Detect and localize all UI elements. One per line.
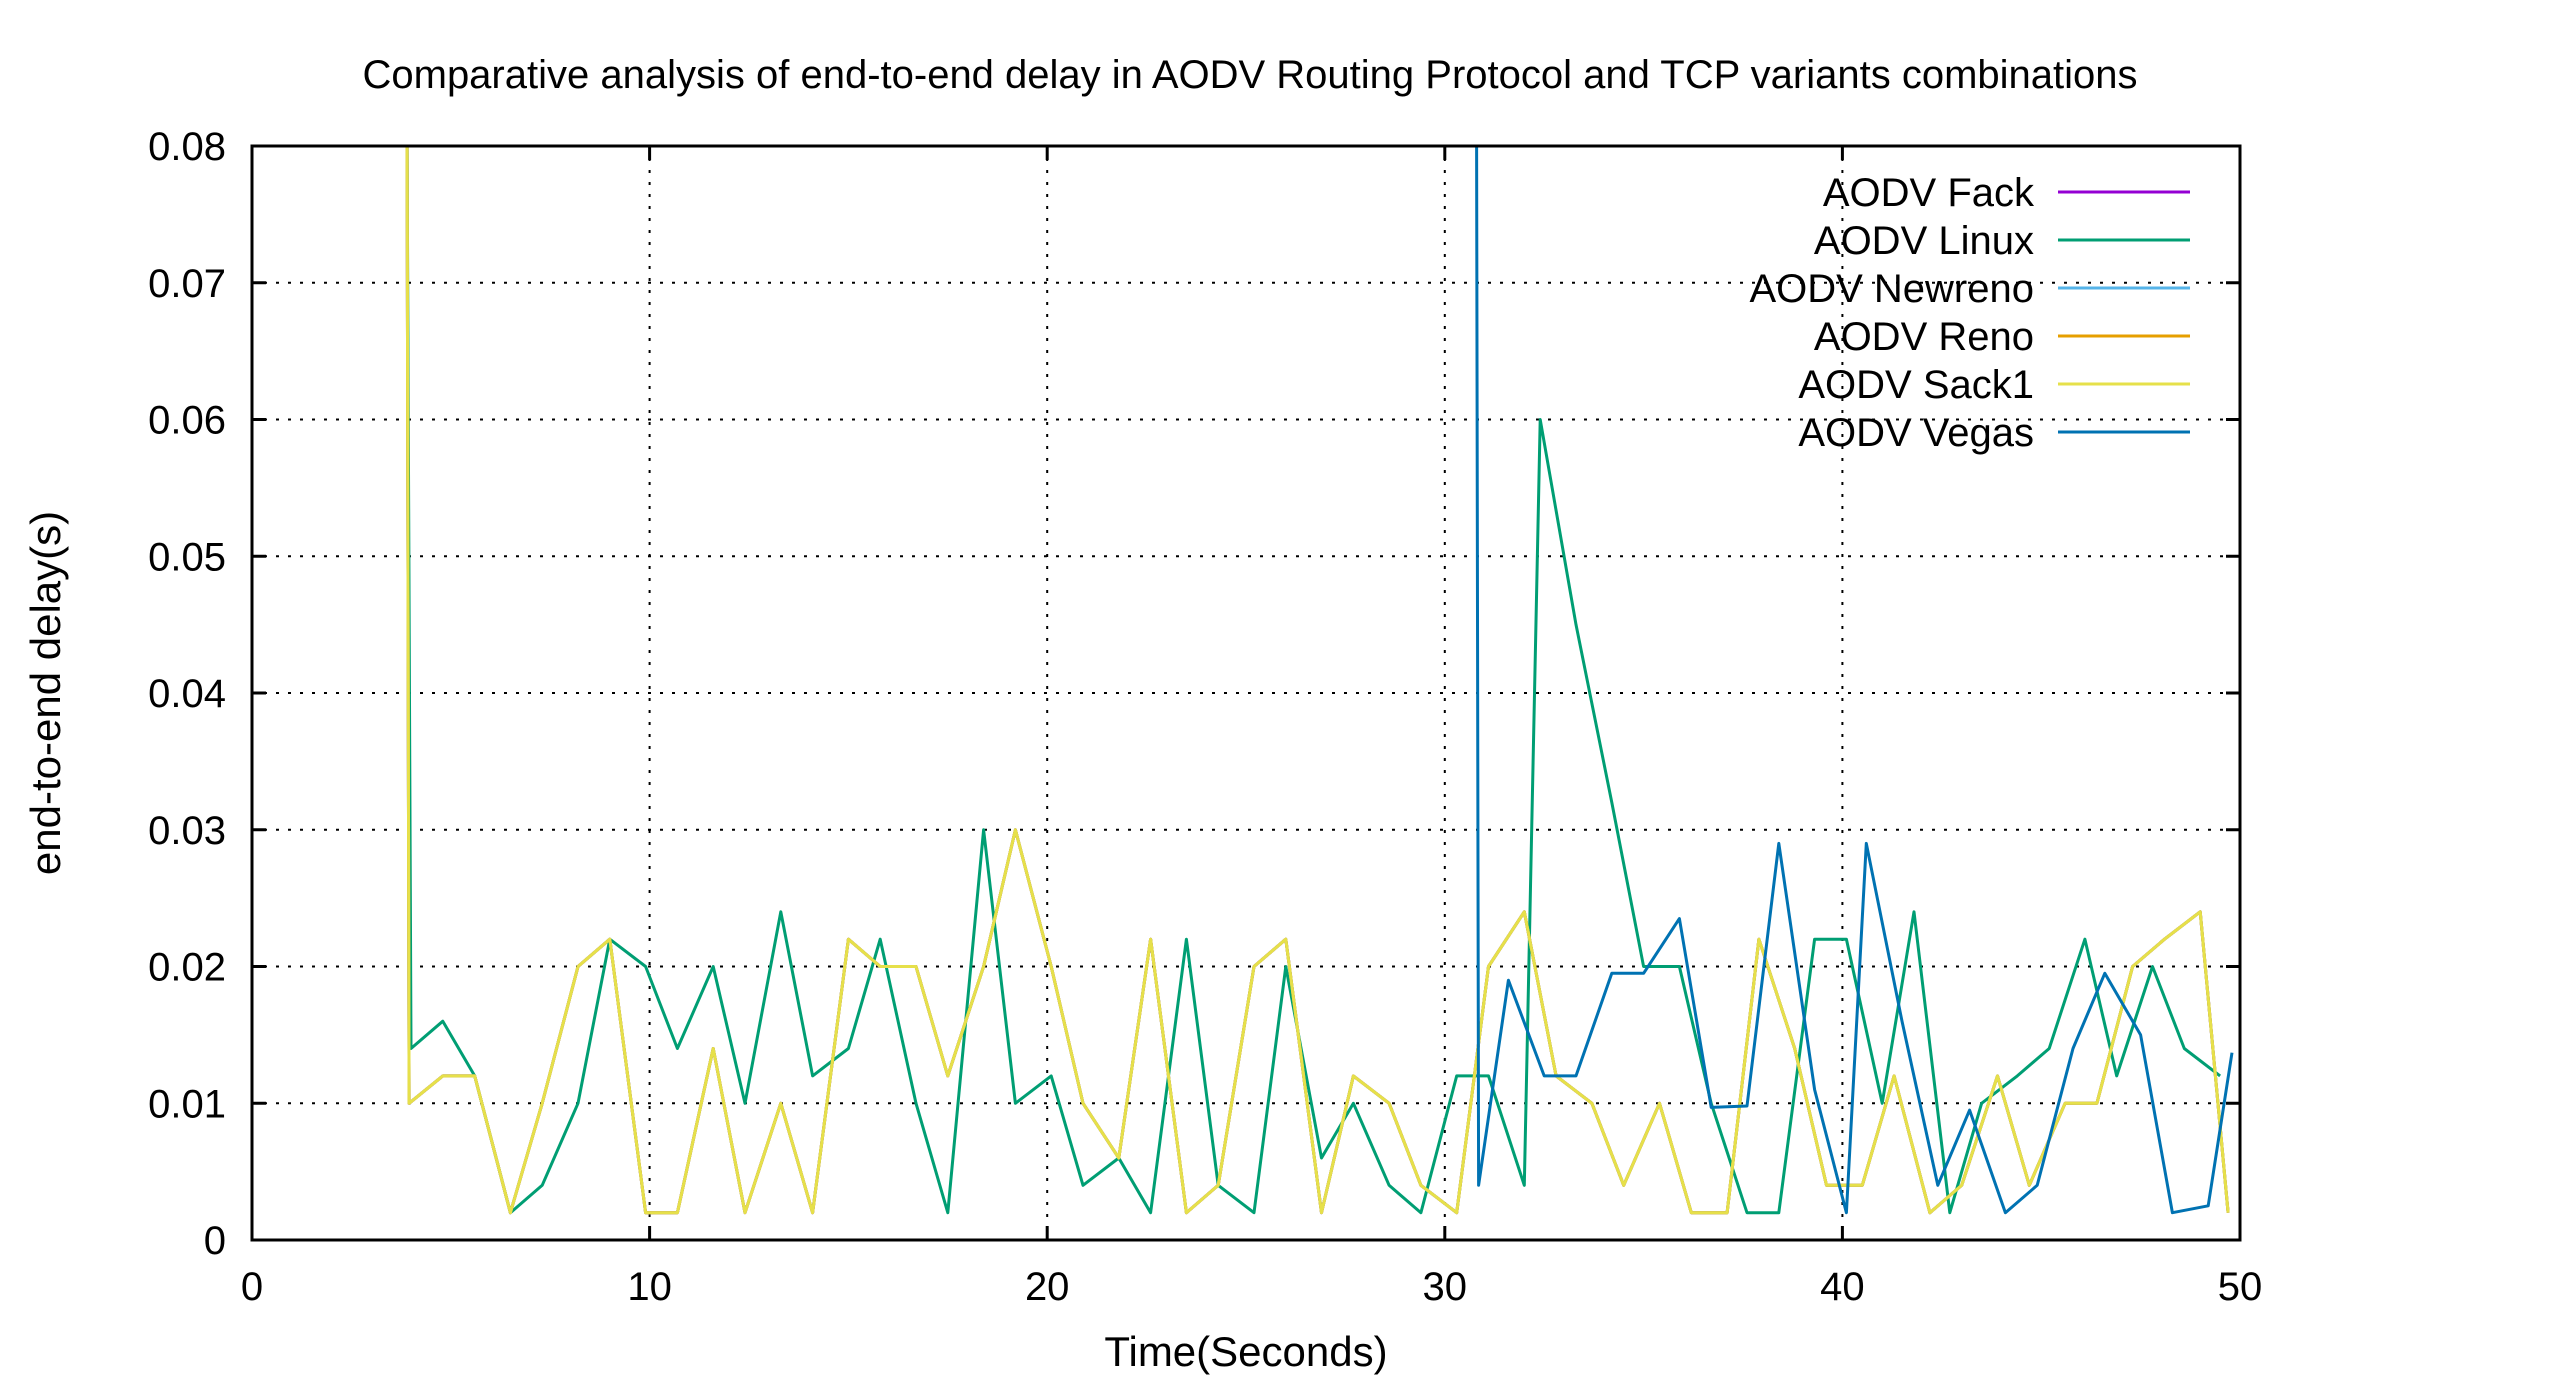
x-tick-label: 40 xyxy=(1820,1265,1865,1309)
legend-label-aodv-reno: AODV Reno xyxy=(1814,315,2034,359)
legend-label-aodv-fack: AODV Fack xyxy=(1823,171,2035,215)
y-tick-label: 0.07 xyxy=(148,262,226,306)
legend-label-aodv-sack1: AODV Sack1 xyxy=(1798,363,2034,407)
plot-frame xyxy=(250,144,2242,1242)
x-tick-label: 0 xyxy=(241,1265,263,1309)
y-tick-label: 0.08 xyxy=(148,125,226,169)
x-tick-label: 50 xyxy=(2218,1265,2263,1309)
legend-label-aodv-linux: AODV Linux xyxy=(1814,219,2034,263)
y-tick-label: 0.03 xyxy=(148,809,226,853)
y-tick-label: 0.06 xyxy=(148,399,226,443)
y-axis-label: end-to-end delay(s) xyxy=(22,511,69,875)
y-tick-label: 0.05 xyxy=(148,535,226,579)
x-tick-label: 30 xyxy=(1423,1265,1468,1309)
x-axis-label: Time(Seconds) xyxy=(1104,1328,1387,1375)
y-tick-label: 0.01 xyxy=(148,1082,226,1126)
chart-title: Comparative analysis of end-to-end delay… xyxy=(362,53,2137,97)
grid xyxy=(252,146,2240,1240)
x-tick-labels: 0 10 20 30 40 50 xyxy=(241,1265,2262,1309)
y-tick-label: 0 xyxy=(204,1219,226,1263)
y-tick-labels: 0 0.01 0.02 0.03 0.04 0.05 0.06 0.07 0.08 xyxy=(148,125,226,1263)
legend-label-aodv-newreno: AODV Newreno xyxy=(1749,267,2034,311)
series-line-aodv-sack1 xyxy=(405,145,2230,1215)
series-lines xyxy=(405,145,2234,1215)
y-tick-label: 0.04 xyxy=(148,672,226,716)
x-tick-label: 20 xyxy=(1025,1265,1070,1309)
series-line-aodv-vegas xyxy=(1475,145,2234,1215)
legend-label-aodv-vegas: AODV Vegas xyxy=(1798,411,2034,455)
y-tick-label: 0.02 xyxy=(148,946,226,990)
series-line-aodv-linux xyxy=(405,145,2222,1215)
x-tick-label: 10 xyxy=(627,1265,672,1309)
